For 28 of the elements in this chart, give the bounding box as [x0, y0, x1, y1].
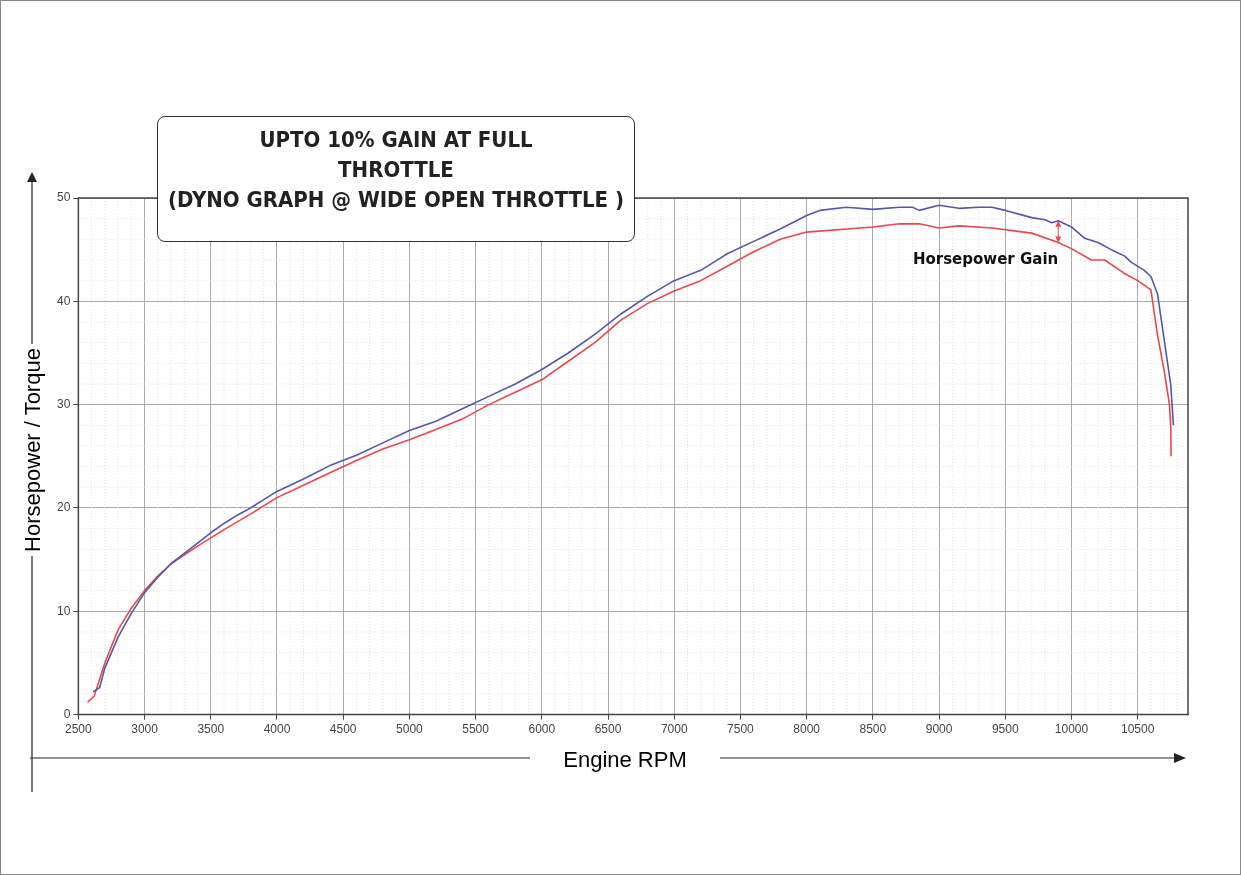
- x-tick-label: 9500: [991, 722, 1019, 737]
- x-axis-title: Engine RPM: [530, 746, 720, 774]
- annotation: Horsepower Gain: [912, 249, 1059, 268]
- y-tick-label: 20: [56, 500, 71, 515]
- y-tick-label: 0: [63, 706, 71, 721]
- x-tick-label: 7500: [727, 722, 755, 737]
- x-tick-label: 7000: [660, 722, 688, 737]
- x-tick-label: 4500: [329, 722, 357, 737]
- x-tick-label: 5000: [396, 722, 424, 737]
- y-tick-label: 50: [56, 190, 71, 205]
- x-tick-label: 10500: [1120, 722, 1155, 737]
- x-tick-label: 3500: [197, 722, 225, 737]
- x-tick-label: 3000: [131, 722, 159, 737]
- x-tick-label: 10000: [1054, 722, 1089, 737]
- y-tick-label: 10: [56, 603, 71, 618]
- chart-subtitle: (DYNO GRAPH @ WIDE OPEN THROTTLE ): [167, 186, 625, 214]
- y-tick-label: 30: [56, 396, 71, 411]
- x-tick-label: 6000: [528, 722, 556, 737]
- x-tick-label: 2500: [65, 722, 93, 737]
- x-tick-label: 8000: [793, 722, 821, 737]
- x-tick-label: 5500: [462, 722, 490, 737]
- y-tick-label: 40: [56, 293, 71, 308]
- x-tick-label: 4000: [263, 722, 291, 737]
- chart-title: UPTO 10% GAIN AT FULL THROTTLE: [258, 126, 534, 184]
- x-tick-label: 8500: [859, 722, 887, 737]
- y-axis-title: Horsepower / Torque: [20, 344, 46, 556]
- x-tick-label: 6500: [594, 722, 622, 737]
- x-tick-label: 9000: [925, 722, 953, 737]
